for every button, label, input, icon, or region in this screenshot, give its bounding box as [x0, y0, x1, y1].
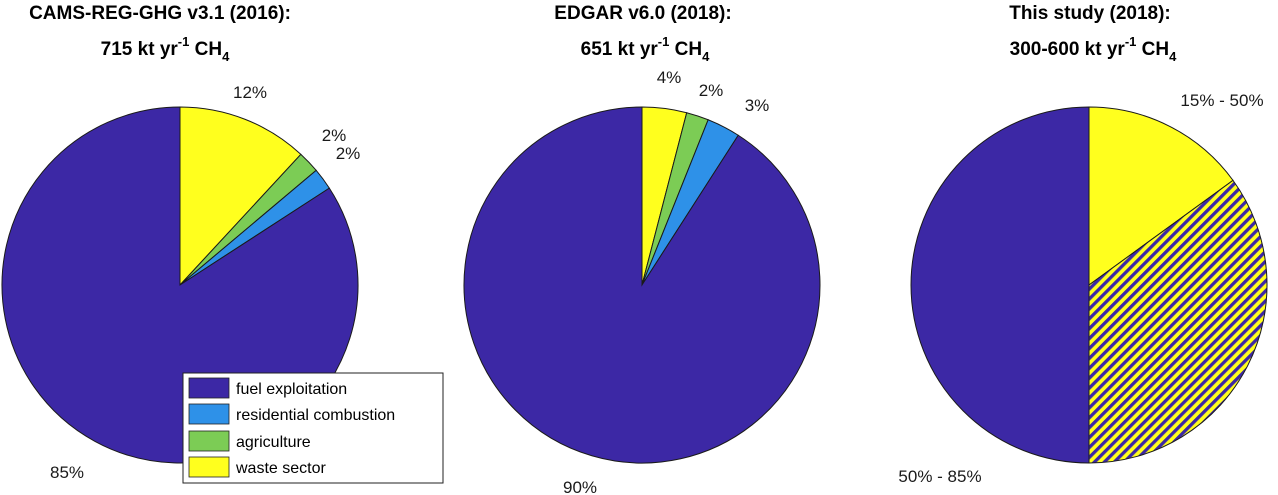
chart-2-species: CH — [669, 39, 702, 60]
legend-swatch-waste — [188, 456, 230, 478]
pie-2-slice-fuel-exploitation — [463, 106, 821, 464]
chart-2-label-agriculture: 2% — [699, 81, 724, 100]
chart-3-label-fuel: 50% - 85% — [898, 467, 981, 486]
chart-3-title-main: This study (2018): — [1009, 3, 1171, 24]
legend: fuel exploitation residential combustion… — [182, 372, 444, 484]
chart-2-label-residential: 3% — [745, 96, 770, 115]
chart-3-title-total: 300-600 kt yr-1 CH4 — [1010, 34, 1177, 64]
chart-1-exp: -1 — [178, 34, 190, 49]
chart-2-title-total: 651 kt yr-1 CH4 — [581, 34, 710, 64]
legend-label-fuel: fuel exploitation — [236, 381, 347, 398]
chart-2-label-waste: 4% — [657, 68, 682, 87]
chart-3-title: This study (2018): 300-600 kt yr-1 CH4 — [1009, 3, 1177, 64]
chart-2-sub: 4 — [702, 49, 710, 64]
chart-1-sub: 4 — [222, 49, 230, 64]
chart-2-title: EDGAR v6.0 (2018): 651 kt yr-1 CH4 — [554, 3, 731, 64]
chart-1-species: CH — [189, 39, 222, 60]
chart-1-label-fuel: 85% — [50, 463, 84, 482]
legend-swatch-residential — [188, 403, 230, 425]
chart-1-label-agriculture: 2% — [322, 126, 347, 145]
legend-label-waste: waste sector — [235, 460, 326, 477]
chart-3-sub: 4 — [1169, 49, 1177, 64]
chart-3-total-label: 300-600 kt yr — [1010, 39, 1126, 60]
legend-label-residential: residential combustion — [236, 407, 395, 424]
legend-swatch-agriculture — [188, 430, 230, 452]
chart-1-label-residential: 2% — [336, 144, 361, 163]
chart-3-exp: -1 — [1125, 34, 1137, 49]
chart-2-exp: -1 — [658, 34, 670, 49]
pie-3-slice-uncertain-waste-sector-or-fuel-exploitation — [1088, 179, 1268, 464]
pie-3-slice-fuel-exploitation — [910, 106, 1090, 464]
chart-1-title: CAMS-REG-GHG v3.1 (2016): 715 kt yr-1 CH… — [29, 3, 291, 64]
chart-1-total-label: 715 kt yr — [101, 39, 179, 60]
chart-2-total-label: 651 kt yr — [581, 39, 659, 60]
chart-1-title-main: CAMS-REG-GHG v3.1 (2016): — [29, 3, 291, 24]
pie-1-slice-waste-sector — [179, 106, 302, 287]
chart-3-species: CH — [1136, 39, 1169, 60]
pie-chart-edgar — [463, 106, 821, 464]
chart-3-label-waste: 15% - 50% — [1180, 91, 1263, 110]
legend-swatch-fuel — [188, 377, 230, 399]
chart-1-label-waste: 12% — [233, 83, 267, 102]
chart-2-label-fuel: 90% — [563, 478, 597, 495]
legend-label-agriculture: agriculture — [236, 434, 311, 451]
chart-2-title-main: EDGAR v6.0 (2018): — [554, 3, 731, 24]
pie-3-slice-waste-sector — [1088, 106, 1234, 286]
pie-chart-this-study — [910, 106, 1268, 464]
chart-1-title-total: 715 kt yr-1 CH4 — [101, 34, 230, 64]
